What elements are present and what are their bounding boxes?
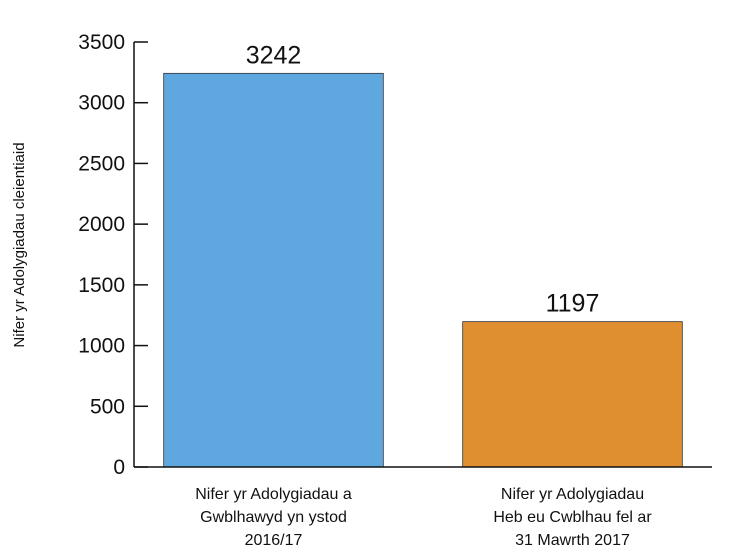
y-tick-label: 3500 (78, 31, 125, 54)
y-tick-label: 2500 (78, 152, 125, 175)
y-tick-label: 3000 (78, 92, 125, 115)
data-labels: 3242 1197 (246, 41, 600, 317)
y-tick-label: 2000 (78, 213, 125, 236)
y-axis: 0 500 1000 1500 2000 2500 3000 3500 (78, 31, 148, 479)
bars (163, 72, 683, 468)
y-tick-label: 1000 (78, 335, 125, 358)
y-tick-label: 1500 (78, 274, 125, 297)
x-category-label: Nifer yr Adolygiadau a Gwblhawyd yn ystod… (195, 486, 352, 549)
y-axis-title: Nifer yr Adolygiadau cleientiaid (11, 142, 28, 347)
y-tick-label: 0 (113, 456, 125, 479)
bar (163, 72, 384, 468)
data-label: 3242 (246, 41, 302, 69)
data-label: 1197 (546, 290, 600, 318)
y-tick-label: 500 (90, 395, 125, 418)
x-axis: Nifer yr Adolygiadau a Gwblhawyd yn ystod… (134, 466, 712, 549)
x-category-label: Nifer yr Adolygiadau Heb eu Cwblhau fel a… (493, 486, 652, 549)
bar (462, 321, 683, 468)
